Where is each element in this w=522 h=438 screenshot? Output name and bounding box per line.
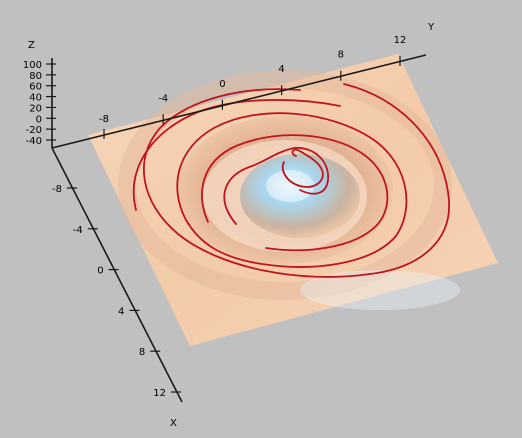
y-tick-label: -4 [158,93,168,104]
surface-bottom-shade [300,270,460,310]
y-tick-label: 4 [278,64,284,75]
x-tick-label: -4 [73,225,83,236]
z-tick-label: 40 [29,93,42,104]
y-axis-ticks: -8 -4 0 4 8 12 [99,35,406,139]
x-axis-line [51,147,183,403]
contour-inner [223,147,329,225]
y-tick-label: 0 [219,79,225,90]
surface-peak-highlight [266,170,314,202]
x-tick-label: 0 [97,266,103,277]
z-tick-label: 0 [36,114,42,125]
contour-peak [281,148,324,188]
axes [51,54,427,403]
z-tick-label: 60 [29,82,42,93]
x-tick-label: 12 [153,388,166,399]
contour-mid-2 [201,134,389,252]
surface [88,54,498,346]
z-tick-label: 100 [23,60,42,71]
z-tick-label: 20 [29,103,42,114]
surface-ripple-outer [118,70,452,300]
z-tick-label: -40 [26,136,42,147]
z-tick-label: -20 [26,125,42,136]
y-tick-label: 8 [338,50,344,61]
x-axis-title: X [170,418,177,429]
y-tick-label: -8 [99,114,109,125]
y-axis-title: Y [427,22,435,33]
contour-mid [176,112,408,268]
z-axis-title: Z [28,40,35,51]
x-tick-label: 8 [139,347,145,358]
x-tick-label: -8 [52,184,62,195]
x-tick-label: 4 [118,306,124,317]
z-tick-label: 80 [29,71,42,82]
y-tick-label: 12 [394,35,407,46]
x-axis-ticks: -8 -4 0 4 8 12 [52,184,181,399]
y-axis-line [51,54,427,149]
